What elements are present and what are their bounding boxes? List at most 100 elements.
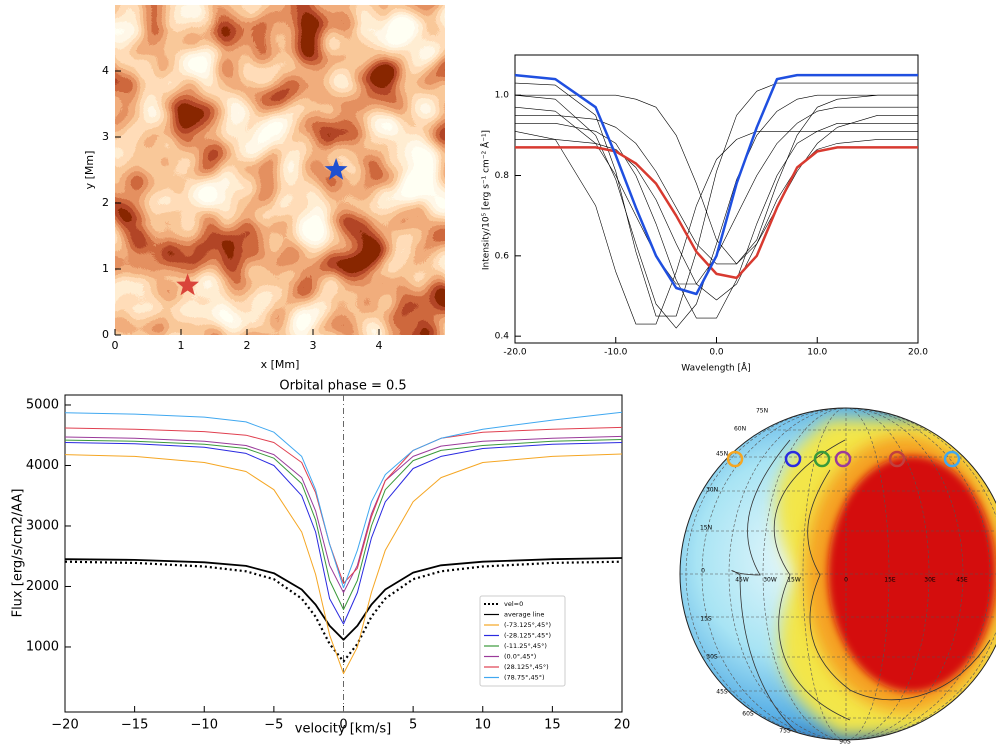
x-tick-label: -20.0 <box>503 348 527 358</box>
x-tick-label: 0.0 <box>709 348 724 358</box>
chart-title: Orbital phase = 0.5 <box>279 379 406 394</box>
legend-label: vel=0 <box>504 600 523 608</box>
x-tick-label: 0 <box>112 339 119 352</box>
legend-label: (-28.125°,45°) <box>504 632 551 640</box>
line-series <box>64 439 623 610</box>
latitude-label: 60N <box>734 426 746 433</box>
longitude-label: 15W <box>787 577 801 584</box>
contours <box>731 439 991 736</box>
line-series <box>514 131 918 325</box>
y-tick-label: 3 <box>102 130 109 143</box>
latitude-label: 15N <box>700 525 712 532</box>
x-tick-label: 10.0 <box>807 348 827 358</box>
latitude-label: 30N <box>706 487 718 494</box>
y-tick-label: 0 <box>102 328 109 341</box>
x-tick-label: −20 <box>51 718 78 733</box>
x-tick-label: −15 <box>121 718 148 733</box>
marker <box>834 450 852 468</box>
y-tick-label: 0.6 <box>495 251 510 261</box>
legend-label: (0.0°,45°) <box>504 653 536 661</box>
line-series <box>515 123 918 319</box>
marker <box>726 450 744 468</box>
y-tick-label: 2000 <box>26 579 59 594</box>
longitude-label: 30E <box>924 577 936 584</box>
legend-label: average line <box>504 611 544 619</box>
globe <box>680 408 996 740</box>
longitude-label: 30W <box>763 577 777 584</box>
star-marker <box>324 158 348 180</box>
longitude-label: 0 <box>844 577 848 584</box>
line-series <box>514 82 918 317</box>
x-tick-label: 1 <box>178 339 185 352</box>
panel: -20.0 -10.0 0.0 10.0 20.0 0.4 0.6 0.8 1.0 Wavelen… <box>480 54 928 374</box>
longitude-label: 45W <box>735 577 749 584</box>
latitude-label: 60S <box>742 711 754 718</box>
x-tick-label: 20 <box>614 718 631 733</box>
latitude-label: 75N <box>756 408 768 415</box>
y-tick-label: 4 <box>102 64 109 77</box>
line-series <box>514 73 918 296</box>
y-axis-label: y [Mm] <box>83 151 96 190</box>
legend-label: (28.125°,45°) <box>504 663 549 671</box>
graticule <box>680 408 996 740</box>
x-tick-label: 10 <box>474 718 491 733</box>
latitude-label: 75S <box>779 728 791 735</box>
line-series <box>64 426 623 584</box>
x-tick-label: 2 <box>244 339 251 352</box>
panel: −20 −15 −10 −5 0 5 10 15 20 1000 2000 3000 4000 5000 v… <box>11 379 631 737</box>
latitude-label: 15S <box>700 616 712 623</box>
y-tick-label: 3000 <box>26 518 59 533</box>
y-tick-label: 4000 <box>26 458 59 473</box>
line-series <box>64 560 623 663</box>
y-tick-label: 0.8 <box>495 171 510 181</box>
x-tick-label: 0 <box>339 718 347 733</box>
line-series <box>64 557 623 641</box>
line-series <box>515 94 918 265</box>
marker <box>943 450 961 468</box>
legend: vel=0 average line (-73.125°,45°) (-28.125°… <box>479 595 566 687</box>
x-tick-label: −5 <box>264 718 283 733</box>
x-tick-label: 3 <box>310 339 317 352</box>
line-series <box>515 139 918 301</box>
y-axis-label: Intensity/10⁵ [erg s⁻¹ cm⁻² Å⁻¹] <box>480 130 492 270</box>
line-series <box>64 442 623 625</box>
latitude-label: 0 <box>701 568 705 575</box>
line-series <box>64 411 623 589</box>
longitude-label: 15E <box>884 577 896 584</box>
x-tick-label: 15 <box>544 718 561 733</box>
y-tick-label: 1000 <box>26 639 59 654</box>
legend-label: (78.75°,45°) <box>504 674 545 682</box>
latitude-label: 30S <box>706 654 718 661</box>
legend-label: (-73.125°,45°) <box>504 621 551 629</box>
x-axis-label: x [Mm] <box>261 358 300 371</box>
x-axis-label: Wavelength [Å] <box>681 362 750 374</box>
marker <box>888 450 906 468</box>
legend-label: (-11.25°,45°) <box>504 642 547 650</box>
line-series <box>64 435 623 593</box>
y-axis-label: Flux [erg/s/cm2/AA] <box>11 489 26 618</box>
longitude-label: 45E <box>956 577 968 584</box>
legend-box <box>479 595 566 687</box>
y-tick-label: 0.4 <box>495 332 510 342</box>
star-marker <box>176 273 199 296</box>
y-tick-label: 1.0 <box>495 91 510 101</box>
x-tick-label: 5 <box>409 718 417 733</box>
x-tick-label: 4 <box>376 339 383 352</box>
line-series <box>515 146 918 280</box>
line-series <box>514 94 918 329</box>
latitude-label: 45S <box>716 689 728 696</box>
line-series <box>515 115 918 265</box>
y-tick-label: 2 <box>102 196 109 209</box>
line-series <box>64 453 623 675</box>
y-tick-label: 5000 <box>26 397 59 412</box>
x-axis-label: velocity [km/s] <box>295 722 391 737</box>
latitude-label: 90S <box>839 739 851 745</box>
marker <box>813 450 831 468</box>
latitude-label: 45N <box>716 451 728 458</box>
marker <box>784 450 802 468</box>
x-tick-label: 20.0 <box>908 348 928 358</box>
x-tick-label: −10 <box>191 718 218 733</box>
panel: 0 1 2 3 4 0 1 2 3 4 x [Mm] y [Mm] <box>83 64 383 371</box>
granulation-map <box>115 5 445 335</box>
